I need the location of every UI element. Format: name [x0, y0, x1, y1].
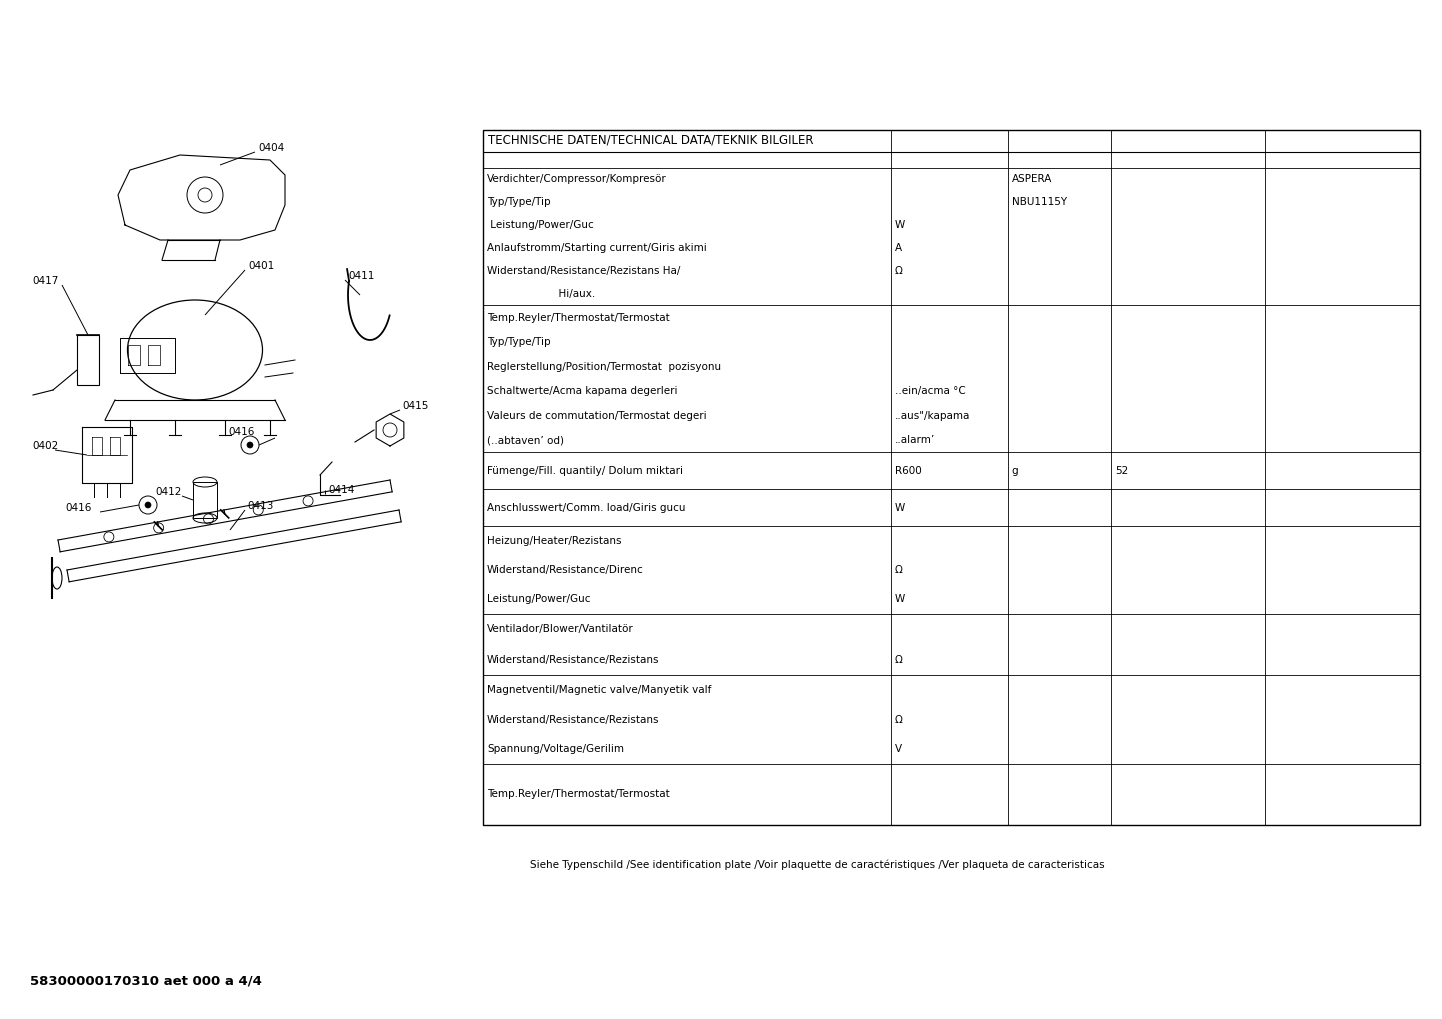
Bar — [76, 335, 99, 385]
Text: 0413: 0413 — [247, 501, 274, 511]
Text: (..abtaven’ od): (..abtaven’ od) — [487, 435, 564, 445]
Text: ..alarm’: ..alarm’ — [894, 435, 934, 445]
Text: Ω: Ω — [894, 655, 903, 665]
Text: Ω: Ω — [894, 566, 903, 575]
Text: TECHNISCHE DATEN/TECHNICAL DATA/TEKNIK BILGILER: TECHNISCHE DATEN/TECHNICAL DATA/TEKNIK B… — [487, 133, 813, 146]
Text: 52: 52 — [1115, 466, 1128, 476]
Text: W: W — [894, 502, 904, 513]
Text: Leistung/Power/Guc: Leistung/Power/Guc — [487, 220, 594, 230]
Text: ..aus"/kapama: ..aus"/kapama — [894, 411, 970, 421]
Text: Magnetventil/Magnetic valve/Manyetik valf: Magnetventil/Magnetic valve/Manyetik val… — [487, 685, 711, 695]
Text: 0417: 0417 — [32, 276, 58, 286]
Text: Spannung/Voltage/Gerilim: Spannung/Voltage/Gerilim — [487, 744, 624, 754]
Text: 0416: 0416 — [228, 427, 254, 437]
Text: Widerstand/Resistance/Rezistans: Widerstand/Resistance/Rezistans — [487, 714, 659, 725]
Bar — [193, 482, 216, 518]
Text: W: W — [894, 220, 904, 230]
Text: A: A — [894, 244, 901, 253]
Text: Siehe Typenschild /See identification plate /Voir plaquette de caractéristiques : Siehe Typenschild /See identification pl… — [531, 860, 1105, 870]
Text: ..ein/acma °C: ..ein/acma °C — [894, 386, 965, 396]
Circle shape — [146, 502, 151, 508]
Text: Typ/Type/Tip: Typ/Type/Tip — [487, 198, 551, 207]
Text: W: W — [894, 594, 904, 604]
Text: Anlaufstromm/Starting current/Giris akimi: Anlaufstromm/Starting current/Giris akim… — [487, 244, 707, 253]
Text: 0411: 0411 — [348, 271, 375, 281]
Text: 0402: 0402 — [32, 441, 58, 451]
Text: Heizung/Heater/Rezistans: Heizung/Heater/Rezistans — [487, 536, 622, 545]
Text: Ventilador/Blower/Vantilatör: Ventilador/Blower/Vantilatör — [487, 625, 633, 635]
Text: Temp.Reyler/Thermostat/Termostat: Temp.Reyler/Thermostat/Termostat — [487, 790, 669, 799]
Text: Ω: Ω — [894, 714, 903, 725]
Text: Widerstand/Resistance/Rezistans Ha/: Widerstand/Resistance/Rezistans Ha/ — [487, 266, 681, 276]
Text: Leistung/Power/Guc: Leistung/Power/Guc — [487, 594, 591, 604]
Text: Reglerstellung/Position/Termostat  pozisyonu: Reglerstellung/Position/Termostat pozisy… — [487, 362, 721, 372]
Text: ASPERA: ASPERA — [1012, 174, 1053, 184]
Bar — [483, 130, 1420, 825]
Text: V: V — [894, 744, 901, 754]
Text: 0414: 0414 — [327, 485, 355, 495]
Text: 0415: 0415 — [402, 401, 428, 411]
Text: Verdichter/Compressor/Kompresör: Verdichter/Compressor/Kompresör — [487, 174, 666, 184]
Text: 0404: 0404 — [258, 143, 284, 153]
Text: 0416: 0416 — [65, 503, 91, 513]
Text: 0412: 0412 — [154, 487, 182, 497]
Text: Widerstand/Resistance/Rezistans: Widerstand/Resistance/Rezistans — [487, 655, 659, 665]
Text: Hi/aux.: Hi/aux. — [487, 288, 596, 299]
Text: Anschlusswert/Comm. load/Giris gucu: Anschlusswert/Comm. load/Giris gucu — [487, 502, 685, 513]
Text: R600: R600 — [894, 466, 921, 476]
Text: Valeurs de commutation/Termostat degeri: Valeurs de commutation/Termostat degeri — [487, 411, 707, 421]
Text: g: g — [1012, 466, 1018, 476]
Text: 0401: 0401 — [248, 261, 274, 271]
Text: NBU1115Y: NBU1115Y — [1012, 198, 1067, 207]
Circle shape — [247, 442, 252, 448]
Text: 58300000170310 aet 000 a 4/4: 58300000170310 aet 000 a 4/4 — [30, 975, 262, 988]
Text: Fümenge/Fill. quantily/ Dolum miktari: Fümenge/Fill. quantily/ Dolum miktari — [487, 466, 684, 476]
Text: Ω: Ω — [894, 266, 903, 276]
Text: Schaltwerte/Acma kapama degerleri: Schaltwerte/Acma kapama degerleri — [487, 386, 678, 396]
Text: Temp.Reyler/Thermostat/Termostat: Temp.Reyler/Thermostat/Termostat — [487, 313, 669, 323]
Text: Widerstand/Resistance/Direnc: Widerstand/Resistance/Direnc — [487, 566, 643, 575]
Text: Typ/Type/Tip: Typ/Type/Tip — [487, 337, 551, 347]
